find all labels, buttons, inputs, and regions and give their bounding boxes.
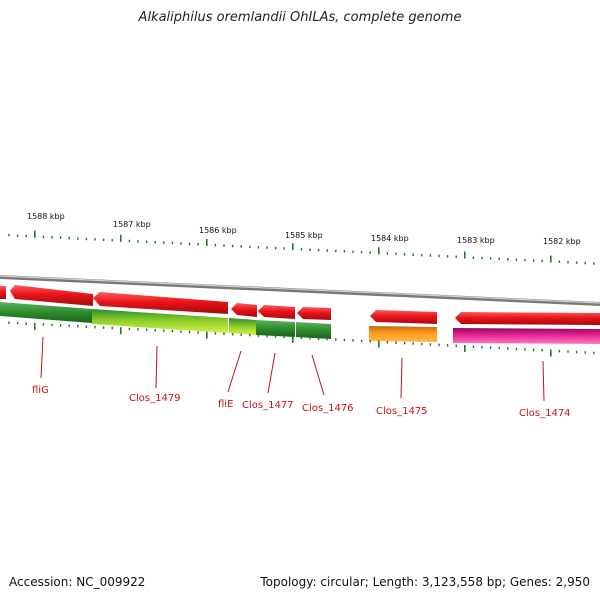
- cds-arrow[interactable]: [93, 292, 228, 314]
- genome-summary-text: Topology: circular; Length: 3,123,558 bp…: [260, 575, 590, 589]
- cds-arrow[interactable]: [231, 303, 257, 317]
- genome-backbone-highlight: [0, 275, 600, 304]
- gene-label-fliE[interactable]: fliE: [218, 399, 233, 410]
- leader-line: [400, 357, 403, 399]
- cog-block[interactable]: [453, 328, 600, 344]
- ruler-tick-label: 1585 kbp: [285, 231, 323, 240]
- gene-label-clos-1475[interactable]: Clos_1475: [376, 406, 428, 417]
- leader-line: [311, 354, 325, 396]
- gene-label-fliG[interactable]: fliG: [32, 385, 49, 396]
- ruler-tick-label: 1586 kbp: [199, 226, 237, 235]
- cds-arrow[interactable]: [370, 310, 437, 324]
- gene-labels: fliG Clos_1479 fliE Clos_1477 Clos_1476 …: [32, 385, 571, 419]
- ruler-tick-label: 1588 kbp: [27, 212, 65, 221]
- cog-block[interactable]: [0, 302, 92, 323]
- ruler-tick-label: 1582 kbp: [543, 237, 581, 246]
- cog-block[interactable]: [256, 320, 295, 337]
- gene-label-clos-1474[interactable]: Clos_1474: [519, 408, 571, 419]
- ruler-tick-label: 1584 kbp: [371, 234, 409, 243]
- gene-label-clos-1479[interactable]: Clos_1479: [129, 393, 181, 404]
- leader-line: [40, 336, 44, 379]
- genome-backbone: [0, 275, 600, 306]
- cds-arrow[interactable]: [455, 312, 600, 325]
- cds-arrow[interactable]: [297, 307, 331, 320]
- ruler-labels: 1588 kbp 1587 kbp 1586 kbp 1585 kbp 1584…: [27, 212, 581, 246]
- cds-arrow[interactable]: [0, 286, 6, 299]
- ruler-tick-ring: [8, 230, 595, 265]
- gene-label-clos-1476[interactable]: Clos_1476: [302, 403, 354, 414]
- leader-line: [155, 345, 158, 389]
- cds-arrow[interactable]: [10, 285, 93, 306]
- cog-block[interactable]: [229, 318, 256, 335]
- page-title: Alkaliphilus oremlandii OhILAs, complete…: [138, 10, 462, 25]
- leader-line: [267, 352, 276, 394]
- ruler-tick-label: 1587 kbp: [113, 220, 151, 229]
- leader-line: [227, 350, 242, 393]
- leader-line: [542, 360, 545, 402]
- ruler-tick-label: 1583 kbp: [457, 236, 495, 245]
- gene-leaders: [40, 336, 545, 402]
- cog-track: [0, 302, 600, 344]
- cds-track: [0, 285, 600, 325]
- cog-block[interactable]: [296, 322, 331, 339]
- cog-block[interactable]: [92, 309, 228, 333]
- cog-block[interactable]: [369, 326, 437, 342]
- gene-label-clos-1477[interactable]: Clos_1477: [242, 400, 294, 411]
- accession-text: Accession: NC_009922: [9, 575, 146, 589]
- cds-arrow[interactable]: [258, 305, 295, 319]
- lower-tick-ring: [8, 321, 595, 357]
